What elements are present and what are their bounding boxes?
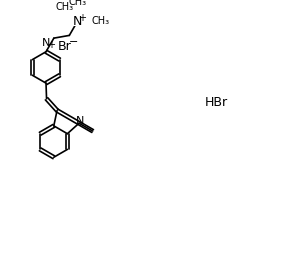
Text: +: + (47, 40, 55, 50)
Text: N: N (76, 116, 84, 126)
Text: N: N (42, 38, 50, 48)
Text: CH₃: CH₃ (55, 2, 74, 12)
Text: −: − (69, 37, 79, 47)
Text: +: + (78, 13, 86, 23)
Text: HBr: HBr (205, 96, 228, 109)
Text: CH₃: CH₃ (92, 16, 110, 26)
Text: Br: Br (57, 40, 71, 53)
Text: N: N (72, 15, 82, 28)
Text: CH₃: CH₃ (68, 0, 86, 7)
